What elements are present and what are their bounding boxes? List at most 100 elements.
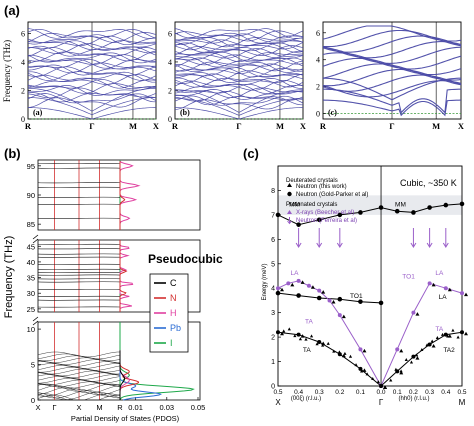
phonon-band: [175, 51, 304, 63]
data-point-triangle: [415, 353, 419, 357]
data-point: [276, 330, 280, 335]
x-sym-label: X: [275, 398, 281, 407]
phonon-band: [174, 79, 304, 91]
y-tick-label: 8: [271, 188, 275, 195]
phonon-band: [322, 25, 462, 42]
phonon-band: [174, 30, 304, 42]
data-point: [394, 208, 400, 214]
phonon-band: [322, 57, 462, 76]
phonon-band: [174, 83, 304, 94]
band-line: [37, 351, 120, 358]
legend-item-xrays-beecher: X-rays (Beecher et al): [296, 210, 354, 216]
panel-c-ylabel: Energy (meV): [262, 263, 268, 300]
data-point-triangle: [362, 348, 367, 353]
data-point: [411, 310, 416, 315]
phonon-band: [28, 107, 156, 120]
legend-label-Pb: Pb: [170, 323, 181, 333]
y-tick-label: 4: [21, 58, 25, 67]
data-point-triangle: [415, 356, 420, 360]
data-point: [358, 347, 363, 352]
x-tick-label: 0.0: [377, 389, 386, 396]
phonon-band: [27, 93, 157, 104]
data-point-triangle: [287, 327, 291, 331]
data-point: [337, 296, 343, 302]
arrow-head: [316, 242, 323, 248]
legend-deuterated-heading: Deuterated crystals: [286, 178, 338, 184]
panel-label-b: (b): [4, 146, 21, 161]
data-point-triangle: [415, 312, 420, 316]
band-line: [37, 387, 121, 396]
phonon-band: [174, 42, 304, 53]
phonon-band: [174, 73, 304, 84]
phonon-band: [174, 47, 304, 58]
data-point-triangle: [440, 332, 445, 336]
phonon-band: [27, 97, 157, 116]
band-line: [37, 393, 121, 401]
data-point: [296, 332, 301, 337]
y-tick-label: 35: [27, 274, 35, 283]
panel-a-ylabel: Frequency (THz): [2, 40, 12, 102]
data-point-triangle: [431, 282, 436, 287]
y-tick-label: 4: [168, 58, 172, 67]
data-point: [286, 281, 291, 286]
data-point-triangle: [300, 280, 305, 284]
y-tick-label: 7: [271, 212, 275, 219]
panel-b-legend: CNH Pb I: [149, 273, 189, 353]
data-point-triangle: [451, 328, 455, 332]
data-point: [316, 295, 322, 301]
data-point-triangle: [399, 348, 404, 353]
data-point: [275, 290, 281, 296]
phonon-band: [174, 33, 304, 44]
data-point-triangle: [300, 334, 305, 338]
legend-marker-triangle: [287, 183, 292, 187]
panel-label-a: (a): [4, 3, 20, 18]
data-point-triangle: [309, 334, 314, 338]
data-point-triangle: [354, 363, 358, 367]
branch-label: TO1: [350, 293, 363, 300]
phonon-band: [28, 85, 157, 96]
y-tick-label: 5: [31, 361, 35, 370]
y-tick-label: 10: [27, 325, 35, 334]
subplot-label: (c): [328, 108, 337, 117]
x-tick-label: 0.1: [356, 389, 365, 396]
data-point-triangle: [280, 331, 284, 336]
legend-item-neutron-ferreira: Neutron (Ferreira et al): [296, 218, 357, 224]
y-tick-label: 45: [27, 242, 35, 251]
phonon-band: [27, 96, 157, 109]
data-point: [327, 298, 332, 303]
x-sym-label: M: [459, 398, 466, 407]
y-tick-label: 0: [168, 115, 172, 124]
x-tick-label: 0.2: [409, 389, 418, 396]
series-line: [277, 280, 382, 387]
phonon-band: [27, 28, 157, 39]
data-point: [306, 283, 311, 288]
data-point-triangle: [321, 343, 325, 347]
legend-marker-circle: [287, 191, 292, 197]
x-tick-label: M: [432, 121, 440, 131]
axis-break: [32, 316, 39, 326]
y-tick-label: 2: [316, 83, 320, 92]
phonon-band: [27, 83, 157, 94]
data-point-triangle: [310, 285, 315, 289]
x-tick-label: M: [96, 403, 102, 412]
phonon-band: [175, 89, 304, 100]
phonon-band: [174, 56, 304, 68]
data-point-triangle: [394, 367, 398, 371]
data-point-triangle: [425, 343, 429, 347]
x-tick-label: X: [300, 121, 307, 131]
data-point-triangle: [326, 341, 330, 345]
axis-break: [32, 234, 39, 244]
x-tick-label: R: [320, 121, 327, 131]
x-tick-label: Γ: [236, 121, 241, 131]
pdos-tick-label: 0.03: [159, 403, 174, 412]
legend-label-N: N: [170, 293, 177, 303]
phonon-band: [322, 35, 462, 53]
branch-label: TO1: [402, 273, 415, 280]
data-point-triangle: [341, 353, 346, 358]
data-point-triangle: [430, 339, 434, 343]
data-point-triangle: [456, 335, 460, 339]
phonon-band: [174, 37, 304, 48]
y-tick-label: 0: [31, 396, 35, 405]
x-tick-label: 0.2: [335, 389, 344, 396]
data-point-triangle: [399, 369, 403, 373]
